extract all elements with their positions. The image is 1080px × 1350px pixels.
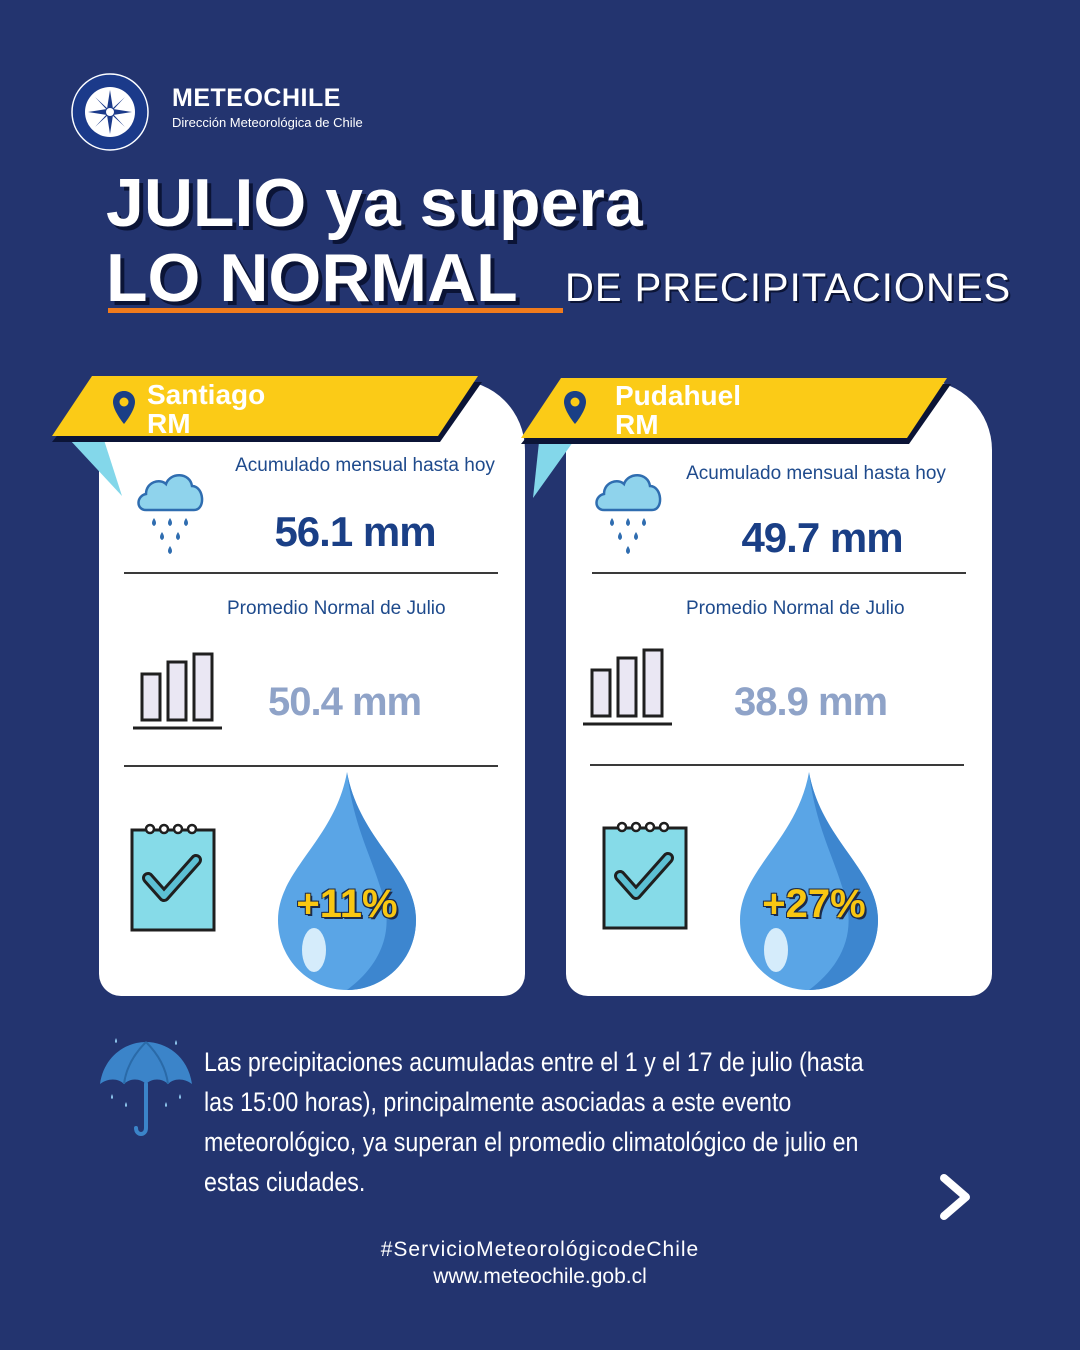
chevron-right-icon[interactable] [936,1172,976,1222]
accumulated-value: 49.7 mm [741,514,903,561]
title-line-2: LO NORMAL [106,240,518,316]
bar-chart-icon [133,652,222,730]
ribbon-pudahuel [521,378,951,498]
brand-subtitle: Dirección Meteorológica de Chile [172,115,363,130]
normal-label: Promedio Normal de Julio [686,598,905,619]
meteochile-seal-icon [71,73,149,151]
website-link[interactable]: www.meteochile.gob.cl [433,1265,647,1288]
rain-cloud-icon [137,474,204,554]
umbrella-icon [100,1038,192,1136]
percent-above-normal: +11% [296,882,398,926]
bar-chart-icon [583,648,672,726]
divider [124,765,498,767]
divider [592,572,966,574]
divider [590,764,964,766]
brand-name: METEOCHILE [172,84,341,112]
water-drop-icon [278,772,416,990]
region-name: RM [147,408,191,439]
region-name: RM [615,409,659,440]
title-underline [108,308,563,313]
map-pin-icon [564,391,586,424]
checklist-icon [602,821,688,930]
description-text: Las precipitaciones acumuladas entre el … [204,1047,864,1197]
title-line-1: JULIO ya supera [106,165,643,241]
city-name: Santiago [147,379,266,410]
checklist-icon [130,823,216,932]
city-name: Pudahuel [615,380,742,411]
water-drop-icon [740,772,878,990]
accumulated-label: Acumulado mensual hasta hoy [686,463,946,484]
ribbon-santiago [52,376,482,496]
normal-value: 50.4 mm [268,680,422,724]
map-pin-icon [113,391,135,424]
accumulated-label: Acumulado mensual hasta hoy [235,455,495,476]
normal-value: 38.9 mm [734,680,888,724]
divider [124,572,498,574]
percent-above-normal: +27% [762,882,866,926]
rain-cloud-icon [595,474,662,554]
hashtag: #ServicioMeteorológicodeChile [380,1238,700,1261]
normal-label: Promedio Normal de Julio [227,598,446,619]
title-line-3: DE PRECIPITACIONES [565,266,1012,310]
accumulated-value: 56.1 mm [274,508,436,555]
